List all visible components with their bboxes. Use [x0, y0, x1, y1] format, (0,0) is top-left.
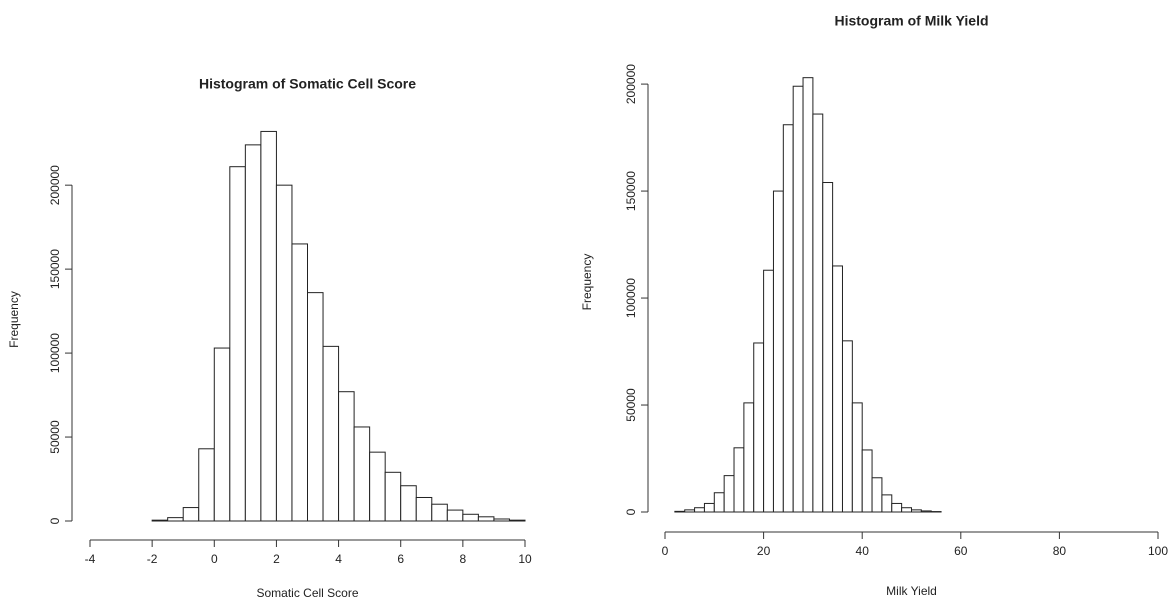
x-tick-label: 2	[273, 552, 280, 566]
bar	[384, 471, 402, 522]
bar	[841, 340, 853, 513]
y-tick-label: 200000	[48, 165, 62, 205]
bar	[694, 507, 705, 513]
y-tick-label: 50000	[48, 420, 62, 454]
bar	[851, 402, 863, 513]
bar	[861, 449, 873, 513]
bar	[431, 503, 448, 522]
bar	[493, 518, 510, 522]
bar	[260, 130, 277, 522]
x-tick-label: 8	[460, 552, 467, 566]
bar	[703, 502, 715, 513]
chart-title: Histogram of Somatic Cell Score	[199, 76, 416, 92]
x-tick-label: 6	[397, 552, 404, 566]
y-tick-label: 100000	[624, 278, 638, 318]
bar	[743, 402, 755, 513]
bar	[415, 496, 433, 522]
bar	[802, 77, 814, 513]
bar	[753, 342, 765, 513]
bar	[832, 265, 843, 513]
bar	[901, 507, 913, 513]
x-tick-label: 40	[856, 544, 870, 558]
bar	[462, 513, 479, 522]
bar	[275, 184, 293, 522]
bar	[822, 182, 834, 513]
bar	[713, 492, 725, 513]
y-axis-label: Frequency	[7, 291, 21, 348]
x-tick-label: 80	[1053, 544, 1067, 558]
x-tick-label: 60	[954, 544, 968, 558]
bar	[723, 475, 735, 513]
bar	[881, 494, 893, 513]
x-tick-label: -4	[85, 552, 96, 566]
bar	[369, 451, 386, 522]
bar	[782, 124, 794, 513]
bar	[446, 509, 464, 522]
bar	[772, 190, 784, 513]
chart-title: Histogram of Milk Yield	[834, 13, 988, 29]
y-tick-label: 150000	[624, 171, 638, 211]
bar	[812, 113, 824, 513]
bar	[353, 426, 371, 522]
x-tick-label: 10	[518, 552, 532, 566]
bar	[291, 243, 309, 522]
bar	[733, 447, 745, 513]
bar	[763, 269, 774, 513]
bar	[400, 485, 417, 522]
x-axis-label: Milk Yield	[886, 584, 937, 598]
y-tick-label: 200000	[624, 64, 638, 104]
bar	[338, 391, 355, 522]
bar	[920, 510, 932, 513]
y-tick-label: 0	[48, 517, 62, 524]
bar	[244, 144, 262, 522]
bar	[871, 477, 883, 513]
bar	[229, 166, 246, 522]
x-axis-label: Somatic Cell Score	[256, 586, 358, 600]
bar	[198, 448, 215, 522]
x-tick-label: 100	[1148, 544, 1168, 558]
y-axis-label: Frequency	[580, 254, 594, 311]
bar	[891, 502, 903, 513]
x-tick-label: 0	[211, 552, 218, 566]
x-tick-label: -2	[147, 552, 158, 566]
x-tick-label: 4	[335, 552, 342, 566]
bar	[182, 507, 200, 522]
y-tick-label: 50000	[624, 388, 638, 422]
bar	[213, 347, 231, 522]
x-tick-label: 0	[662, 544, 669, 558]
bar	[151, 519, 169, 522]
bar	[307, 292, 324, 522]
bar	[684, 509, 696, 513]
bar	[674, 510, 686, 513]
bar	[322, 345, 340, 522]
x-tick-label: 20	[757, 544, 771, 558]
bar	[911, 509, 922, 513]
bar	[792, 85, 804, 513]
bar	[167, 517, 184, 522]
bar	[477, 516, 495, 522]
bar	[508, 519, 526, 522]
y-tick-label: 100000	[48, 333, 62, 373]
y-tick-label: 0	[624, 508, 638, 515]
y-tick-label: 150000	[48, 249, 62, 289]
